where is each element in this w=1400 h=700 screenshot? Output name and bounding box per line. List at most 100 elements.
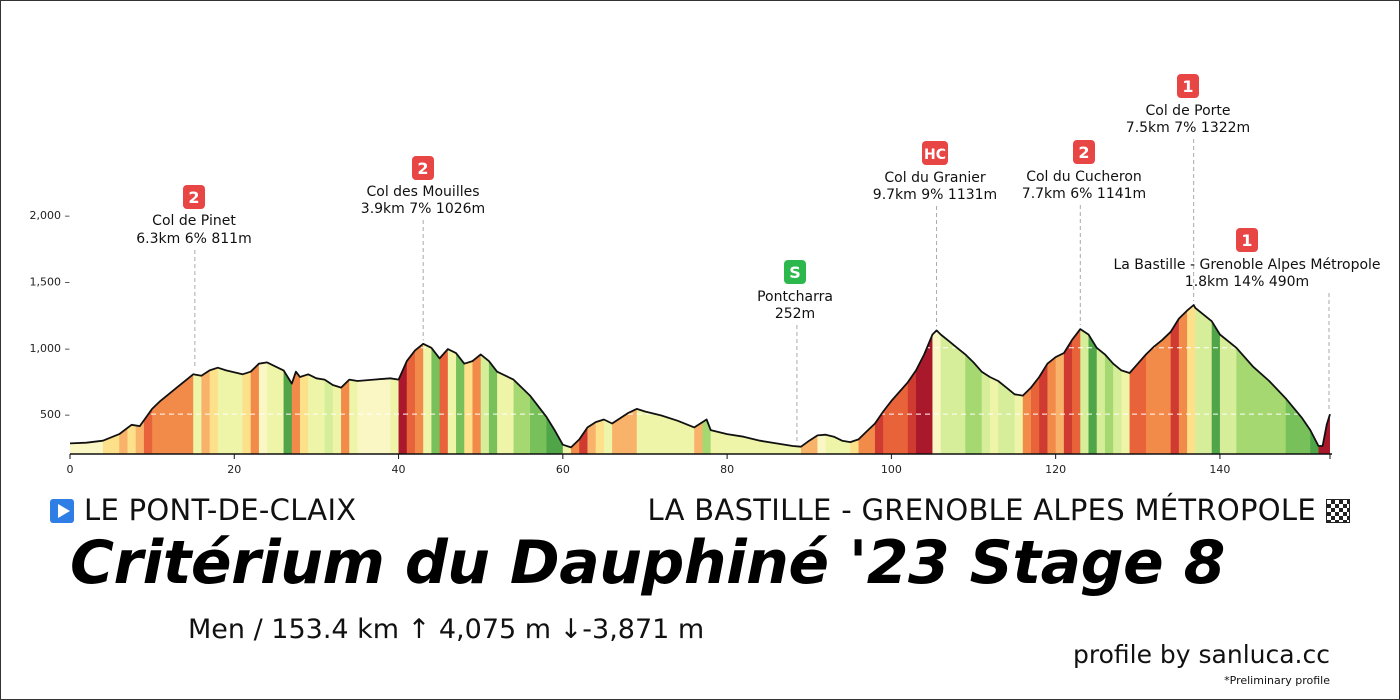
gradient-segment <box>1096 305 1106 454</box>
gradient-segment <box>439 305 449 454</box>
gradient-segment <box>1080 305 1090 454</box>
gradient-segment <box>636 305 646 454</box>
finish-flag-icon <box>1326 499 1350 523</box>
gradient-segment <box>1055 305 1065 454</box>
gradient-segment <box>874 305 884 454</box>
climb-category-label: HC <box>924 147 946 163</box>
gradient-segment <box>135 305 145 454</box>
gradient-segment <box>324 305 334 454</box>
gradient-segment <box>669 305 679 454</box>
climb-category-label: 2 <box>1078 143 1089 162</box>
x-tick-label: 20 <box>227 463 241 476</box>
gradient-segment <box>801 305 810 454</box>
gradient-segment <box>78 305 88 454</box>
gradient-segment <box>833 305 843 454</box>
gradient-segment <box>1293 305 1303 454</box>
gradient-segment <box>686 305 695 454</box>
gradient-segment <box>447 305 457 454</box>
gradient-segment <box>957 305 966 454</box>
gradient-segment <box>792 305 802 454</box>
gradient-segment <box>612 305 621 454</box>
climb-name: Col des Mouilles <box>366 184 479 200</box>
gradient-segment <box>1252 305 1262 454</box>
gradient-segment <box>1162 305 1172 454</box>
gradient-segment <box>825 305 835 454</box>
gradient-segment <box>456 305 465 454</box>
gradient-segment <box>267 305 276 454</box>
climb-name: Col du Cucheron <box>1026 169 1142 185</box>
gradient-segment <box>965 305 975 454</box>
gradient-segment <box>924 305 934 454</box>
gradient-segment <box>916 305 925 454</box>
gradient-segment <box>587 305 597 454</box>
x-tick-label: 40 <box>392 463 406 476</box>
x-tick-label: 80 <box>720 463 734 476</box>
climb-category-label: S <box>789 263 801 282</box>
gradient-segment <box>1219 305 1229 454</box>
gradient-segment <box>382 305 391 454</box>
gradient-segment <box>184 305 194 454</box>
climb-category-badge <box>412 156 434 180</box>
gradient-segment <box>1285 305 1295 454</box>
gradient-segment <box>226 305 235 454</box>
gradient-segment <box>258 305 268 454</box>
gradient-segment <box>784 305 794 454</box>
gradient-segment <box>119 305 129 454</box>
gradient-segment <box>193 305 203 454</box>
gradient-segment <box>1187 305 1196 454</box>
gradient-segment <box>743 305 753 454</box>
gradient-segment <box>850 305 860 454</box>
gradient-segment <box>809 305 819 454</box>
gradient-segment <box>1104 305 1114 454</box>
gradient-segment <box>981 305 991 454</box>
gradient-segment <box>554 305 564 454</box>
gradient-fill <box>70 305 1330 454</box>
climb-name: Col de Porte <box>1146 103 1231 119</box>
gradient-segment <box>891 305 901 454</box>
gradient-segment <box>562 305 572 454</box>
gradient-segment <box>1014 305 1024 454</box>
gradient-segment <box>620 305 630 454</box>
preliminary-note: *Preliminary profile <box>1224 674 1330 687</box>
gradient-segment <box>299 305 309 454</box>
gradient-segment <box>1063 305 1073 454</box>
climb-category-badge <box>1073 140 1095 164</box>
gradient-segment <box>242 305 252 454</box>
gradient-segment <box>948 305 958 454</box>
climb-name: Col du Granier <box>884 170 985 186</box>
gradient-segment <box>603 305 613 454</box>
gradient-segment <box>308 305 318 454</box>
gradient-segment <box>1277 305 1287 454</box>
gradient-segment <box>973 305 983 454</box>
y-tick-label: 1,000 – <box>30 342 71 355</box>
climb-name: La Bastille - Grenoble Alpes Métropole <box>1113 257 1380 273</box>
x-tick-label: 100 <box>881 463 902 476</box>
gradient-segment <box>1203 305 1213 454</box>
climb-info: 9.7km 9% 1131m <box>873 187 997 203</box>
gradient-segment <box>776 305 786 454</box>
gradient-segment <box>644 305 654 454</box>
climb-info: 252m <box>775 306 815 322</box>
climb-category-label: 1 <box>1241 231 1252 250</box>
y-tick-label: 1,500 – <box>30 275 71 288</box>
gradient-segment <box>398 305 408 454</box>
gradient-segment <box>431 305 441 454</box>
gradient-segment <box>111 305 120 454</box>
climb-category-badge <box>1236 228 1258 252</box>
gradient-segment <box>1088 305 1098 454</box>
gradient-segment <box>661 305 671 454</box>
gradient-segment <box>291 305 301 454</box>
gradient-segment <box>480 305 490 454</box>
gradient-segment <box>250 305 260 454</box>
gradient-segment <box>907 305 917 454</box>
gradient-segment <box>1047 305 1057 454</box>
gradient-segment <box>546 305 556 454</box>
climb-info: 7.5km 7% 1322m <box>1126 120 1250 136</box>
gradient-segment <box>488 305 498 454</box>
gradient-segment <box>1022 305 1032 454</box>
gradient-segment <box>1244 305 1254 454</box>
gradient-segment <box>209 305 219 454</box>
credit-text: profile by sanluca.cc <box>1072 640 1330 669</box>
gradient-segment <box>414 305 424 454</box>
finish-label: LA BASTILLE - GRENOBLE ALPES MÉTROPOLE <box>647 493 1316 527</box>
